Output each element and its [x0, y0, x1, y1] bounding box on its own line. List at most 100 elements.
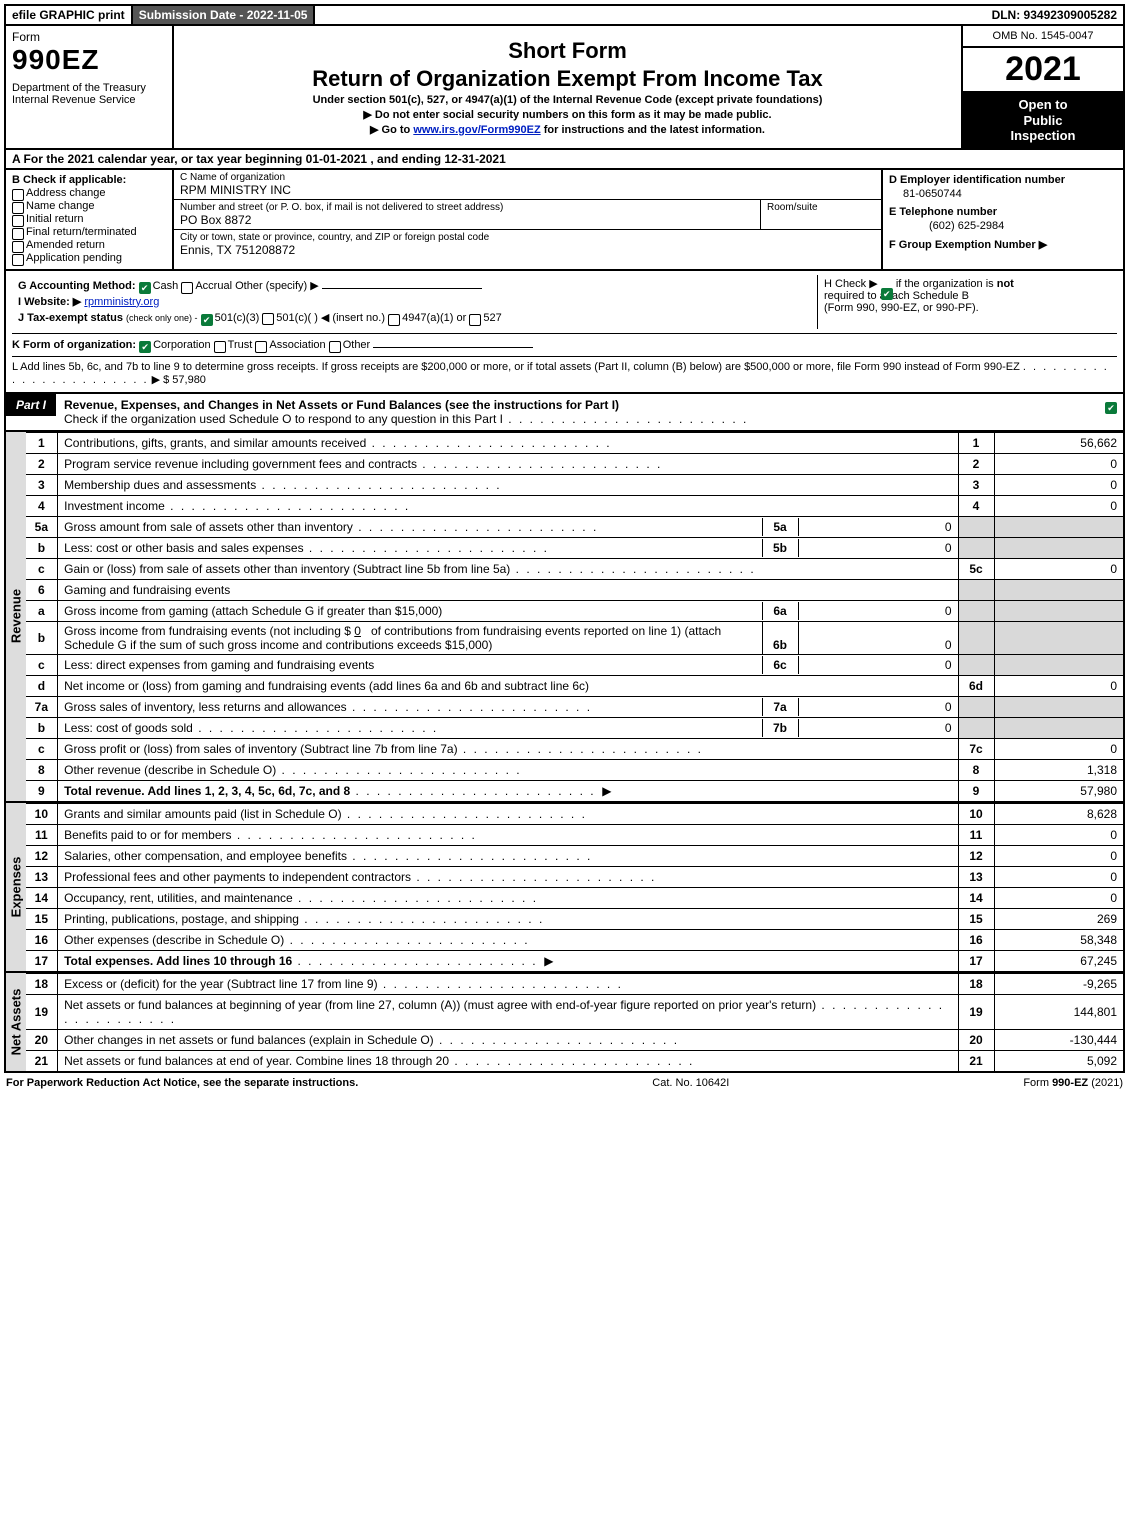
- val-6c: 0: [798, 656, 958, 674]
- strip-expenses: Expenses: [8, 856, 23, 917]
- irs-link[interactable]: www.irs.gov/Form990EZ: [413, 124, 540, 136]
- foot-left: For Paperwork Reduction Act Notice, see …: [6, 1077, 358, 1089]
- val-5c: 0: [994, 558, 1124, 579]
- e-tel-label: E Telephone number: [889, 206, 997, 218]
- chk-final-return[interactable]: Final return/terminated: [12, 226, 166, 238]
- page-footer: For Paperwork Reduction Act Notice, see …: [4, 1073, 1125, 1093]
- val-21: 5,092: [994, 1050, 1124, 1072]
- chk-other-org[interactable]: Other: [329, 339, 371, 351]
- b-label: B Check if applicable:: [12, 174, 126, 186]
- val-7c: 0: [994, 738, 1124, 759]
- c-city-value: Ennis, TX 751208872: [180, 243, 875, 257]
- c-city-label: City or town, state or province, country…: [180, 232, 875, 243]
- f-group-label: F Group Exemption Number ▶: [889, 239, 1047, 251]
- chk-501c3[interactable]: 501(c)(3): [201, 312, 260, 324]
- val-20: -130,444: [994, 1029, 1124, 1050]
- val-6a: 0: [798, 602, 958, 620]
- form-header: Form 990EZ Department of the Treasury In…: [4, 26, 1125, 150]
- c-street-value: PO Box 8872: [180, 213, 754, 227]
- chk-cash[interactable]: Cash: [139, 280, 179, 292]
- c-name-label: C Name of organization: [180, 172, 875, 183]
- top-bar: efile GRAPHIC print Submission Date - 20…: [4, 4, 1125, 26]
- h-l2: required to attach Schedule B: [824, 290, 969, 302]
- val-3: 0: [994, 474, 1124, 495]
- tax-year: 2021: [963, 48, 1123, 93]
- j-label: J Tax-exempt status: [18, 312, 123, 324]
- chk-association[interactable]: Association: [255, 339, 325, 351]
- g-label: G Accounting Method:: [18, 280, 136, 292]
- expenses-section: Expenses 10Grants and similar amounts pa…: [4, 803, 1125, 973]
- val-14: 0: [994, 887, 1124, 908]
- foot-cat: Cat. No. 10642I: [652, 1077, 729, 1089]
- val-19: 144,801: [994, 994, 1124, 1029]
- part1-header: Part I Revenue, Expenses, and Changes in…: [4, 394, 1125, 432]
- dept-treasury: Department of the Treasury: [12, 82, 166, 94]
- form-number: 990EZ: [12, 44, 166, 76]
- chk-initial-return[interactable]: Initial return: [12, 213, 166, 225]
- efile-label: efile GRAPHIC print: [6, 6, 133, 24]
- chk-4947[interactable]: 4947(a)(1) or: [388, 312, 466, 324]
- c-room-label: Room/suite: [767, 202, 875, 213]
- j-small: (check only one) -: [126, 313, 198, 323]
- hint-ssn: ▶ Do not enter social security numbers o…: [182, 108, 953, 121]
- website-link[interactable]: rpmministry.org: [84, 296, 159, 308]
- part1-sub: Check if the organization used Schedule …: [64, 412, 503, 426]
- val-4: 0: [994, 495, 1124, 516]
- i-label: I Website: ▶: [18, 296, 81, 308]
- section-ghijkl: G Accounting Method: Cash Accrual Other …: [4, 271, 1125, 394]
- title-short-form: Short Form: [182, 38, 953, 64]
- val-10: 8,628: [994, 803, 1124, 824]
- l-amount: ▶ $ 57,980: [152, 374, 206, 386]
- h-l3: (Form 990, 990-EZ, or 990-PF).: [824, 302, 979, 314]
- part1-tag: Part I: [6, 394, 56, 416]
- chk-trust[interactable]: Trust: [214, 339, 253, 351]
- net-assets-table: 18Excess or (deficit) for the year (Subt…: [26, 973, 1125, 1073]
- subtitle: Under section 501(c), 527, or 4947(a)(1)…: [182, 94, 953, 106]
- chk-accrual[interactable]: Accrual: [181, 280, 232, 292]
- chk-527[interactable]: 527: [469, 312, 501, 324]
- val-8: 1,318: [994, 759, 1124, 780]
- val-12: 0: [994, 845, 1124, 866]
- dln: DLN: 93492309005282: [986, 6, 1123, 24]
- val-16: 58,348: [994, 929, 1124, 950]
- val-6d: 0: [994, 675, 1124, 696]
- val-6b: 0: [798, 622, 958, 654]
- row-a-tax-year: A For the 2021 calendar year, or tax yea…: [4, 150, 1125, 170]
- omb-number: OMB No. 1545-0047: [963, 26, 1123, 48]
- title-main: Return of Organization Exempt From Incom…: [182, 66, 953, 92]
- val-18: -9,265: [994, 973, 1124, 994]
- k-label: K Form of organization:: [12, 339, 136, 351]
- val-5a: 0: [798, 518, 958, 536]
- val-7b: 0: [798, 719, 958, 737]
- val-2: 0: [994, 453, 1124, 474]
- d-ein-value: 81-0650744: [903, 188, 1117, 200]
- e-tel-value: (602) 625-2984: [929, 220, 1117, 232]
- val-17: 67,245: [994, 950, 1124, 972]
- val-9: 57,980: [994, 780, 1124, 802]
- val-1: 56,662: [994, 432, 1124, 453]
- val-7a: 0: [798, 698, 958, 716]
- submission-date: Submission Date - 2022-11-05: [133, 6, 316, 24]
- h-not: not: [997, 278, 1014, 290]
- h-post: if the organization is: [896, 278, 997, 290]
- val-13: 0: [994, 866, 1124, 887]
- strip-net-assets: Net Assets: [8, 988, 23, 1055]
- val-5b: 0: [798, 539, 958, 557]
- chk-corporation[interactable]: Corporation: [139, 339, 210, 351]
- chk-address-change[interactable]: Address change: [12, 187, 166, 199]
- open-public-inspection: Open to Public Inspection: [963, 93, 1123, 148]
- dept-irs: Internal Revenue Service: [12, 94, 166, 106]
- chk-501c[interactable]: 501(c)( ) ◀ (insert no.): [262, 311, 385, 324]
- revenue-section: Revenue 1Contributions, gifts, grants, a…: [4, 432, 1125, 803]
- l-text: L Add lines 5b, 6c, and 7b to line 9 to …: [12, 361, 1020, 373]
- chk-amended-return[interactable]: Amended return: [12, 239, 166, 251]
- strip-revenue: Revenue: [8, 589, 23, 643]
- chk-name-change[interactable]: Name change: [12, 200, 166, 212]
- chk-application-pending[interactable]: Application pending: [12, 252, 166, 264]
- g-other: Other (specify) ▶: [235, 280, 319, 292]
- h-pre: H Check ▶: [824, 278, 881, 290]
- expenses-table: 10Grants and similar amounts paid (list …: [26, 803, 1125, 973]
- part1-title: Revenue, Expenses, and Changes in Net As…: [64, 398, 619, 412]
- net-assets-section: Net Assets 18Excess or (deficit) for the…: [4, 973, 1125, 1073]
- form-word: Form: [12, 30, 166, 44]
